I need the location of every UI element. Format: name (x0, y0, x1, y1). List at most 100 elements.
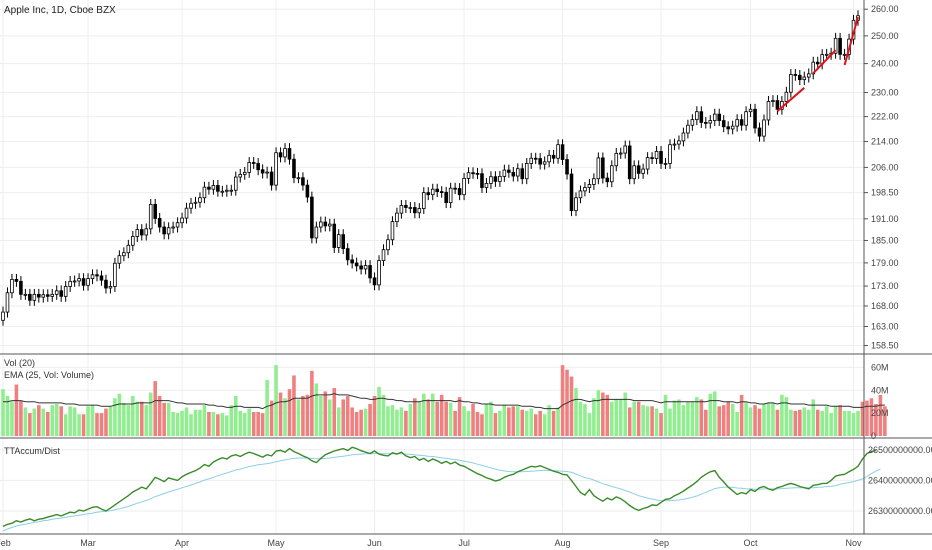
volume-bar (735, 412, 739, 436)
candle (614, 147, 619, 172)
volume-bar (45, 412, 50, 436)
volume-bar (820, 410, 824, 436)
volume-bar (699, 399, 704, 436)
price-tick-label: 240.00 (871, 59, 899, 69)
candle (408, 202, 413, 213)
candle (113, 257, 117, 292)
candle (23, 288, 28, 300)
candle (251, 157, 256, 169)
candle (838, 32, 842, 60)
candle (354, 257, 359, 272)
candle (623, 140, 628, 159)
volume-bar (856, 410, 860, 436)
volume-bar (726, 401, 730, 436)
trendline[interactable] (776, 87, 805, 112)
volume-bar (632, 401, 636, 436)
volume-bar (448, 402, 453, 436)
candle (50, 288, 55, 302)
candle (538, 153, 542, 170)
volume-bar (32, 408, 37, 436)
volume-bar (484, 404, 489, 436)
candle (372, 272, 377, 291)
volume-bar (686, 401, 690, 436)
volume-bar (824, 406, 829, 436)
volume-bar (681, 405, 686, 436)
volume-bar (180, 410, 184, 436)
candle (435, 183, 440, 198)
volume-bar (668, 408, 672, 436)
volume-bar (310, 370, 314, 436)
candle (37, 288, 41, 303)
volume-bar (19, 400, 23, 436)
price-tick-label: 163.00 (871, 322, 899, 332)
accum-dist-tick-label: 26300000000.00 (868, 506, 932, 516)
volume-bar (72, 407, 77, 436)
volume-bar (256, 412, 260, 436)
volume-pane[interactable]: Vol (20) EMA (25, Vol: Volume) (1, 358, 887, 436)
price-tick-label: 206.00 (871, 162, 899, 172)
volume-bar (23, 407, 28, 436)
candle (654, 146, 659, 165)
volume-bar (883, 406, 887, 436)
trendline[interactable] (812, 49, 837, 74)
volume-bar (260, 413, 265, 436)
volume-bar (68, 406, 72, 436)
candle (332, 218, 337, 253)
volume-bar (377, 386, 381, 436)
candle (417, 203, 422, 219)
volume-bar (5, 396, 10, 436)
volume-bar (426, 399, 431, 436)
volume-bar (739, 394, 744, 436)
candle (81, 273, 86, 291)
accum-dist-tick-label: 26400000000.00 (868, 475, 932, 485)
volume-bar (538, 410, 542, 436)
x-tick-label: Nov (846, 538, 863, 548)
volume-bar (798, 409, 802, 436)
candle (216, 180, 220, 197)
volume-bar (104, 408, 108, 436)
candle (359, 260, 363, 275)
candle (345, 243, 350, 266)
volume-bar (1, 389, 5, 436)
candle (336, 229, 341, 253)
candle (601, 152, 605, 184)
candle (699, 106, 704, 128)
volume-bar (717, 406, 722, 436)
price-pane[interactable]: Apple Inc, 1D, Cboe BZX (1, 5, 860, 326)
candle (189, 197, 193, 214)
volume-bar (238, 410, 243, 436)
candle (278, 147, 283, 163)
candle (153, 198, 157, 224)
volume-bar (542, 414, 547, 436)
candle (650, 152, 654, 165)
volume-bar (359, 409, 363, 436)
volume-bar (623, 392, 628, 436)
volume-bar (327, 399, 332, 436)
accum-dist-pane[interactable]: TTAccum/Dist (2, 446, 881, 532)
candle (269, 166, 274, 191)
candle (242, 166, 247, 180)
volume-bar (368, 404, 372, 436)
candle (86, 273, 90, 291)
candle (842, 48, 847, 60)
candle (72, 275, 77, 287)
volume-bar (645, 406, 650, 436)
candle (350, 254, 354, 269)
accum-dist-average-line (2, 453, 881, 532)
candle (444, 186, 448, 209)
candle (502, 164, 507, 182)
trendline[interactable] (843, 16, 859, 66)
candle (207, 181, 211, 195)
volume-bar (704, 409, 708, 436)
candle (493, 171, 498, 187)
volume-bar (610, 401, 614, 436)
volume-bar (157, 396, 162, 436)
candle (59, 285, 63, 302)
candle (1, 306, 5, 326)
volume-bar (507, 407, 511, 436)
volume-bar (775, 409, 780, 436)
volume-bar (314, 383, 319, 436)
candle (833, 32, 838, 59)
candle (605, 172, 610, 188)
